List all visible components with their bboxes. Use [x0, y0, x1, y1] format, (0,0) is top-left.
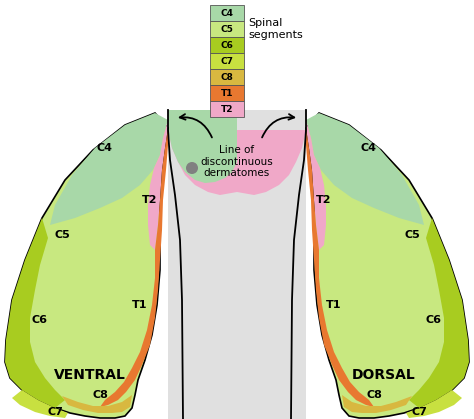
- Text: C5: C5: [404, 230, 420, 240]
- Polygon shape: [342, 395, 412, 413]
- Text: C7: C7: [411, 407, 427, 417]
- Bar: [168, 110, 306, 419]
- Polygon shape: [148, 120, 168, 250]
- Circle shape: [186, 162, 198, 174]
- Polygon shape: [409, 218, 469, 408]
- Bar: [210, 37, 244, 53]
- Polygon shape: [306, 120, 326, 250]
- Polygon shape: [12, 390, 68, 418]
- Text: C8: C8: [366, 390, 382, 400]
- Text: C4: C4: [97, 143, 113, 153]
- Text: C8: C8: [220, 72, 233, 82]
- Polygon shape: [168, 130, 306, 195]
- Polygon shape: [306, 113, 469, 418]
- Text: C7: C7: [47, 407, 63, 417]
- Text: Spinal
segments: Spinal segments: [248, 18, 303, 40]
- Bar: [210, 85, 244, 101]
- Text: C6: C6: [426, 315, 442, 325]
- Polygon shape: [5, 113, 168, 418]
- Polygon shape: [62, 395, 132, 413]
- Bar: [210, 69, 244, 85]
- Text: C6: C6: [220, 41, 233, 49]
- Text: VENTRAL: VENTRAL: [54, 368, 126, 382]
- Text: Line of
discontinuous
dermatomes: Line of discontinuous dermatomes: [201, 145, 273, 178]
- Text: T1: T1: [326, 300, 342, 310]
- Text: T2: T2: [221, 104, 233, 114]
- Bar: [210, 101, 244, 117]
- Polygon shape: [306, 128, 374, 407]
- Text: C4: C4: [361, 143, 377, 153]
- Bar: [210, 21, 244, 37]
- Bar: [210, 53, 244, 69]
- Text: C8: C8: [92, 390, 108, 400]
- Polygon shape: [406, 390, 462, 418]
- Text: DORSAL: DORSAL: [352, 368, 416, 382]
- Text: T2: T2: [142, 195, 158, 205]
- Text: C5: C5: [220, 24, 233, 34]
- Text: T1: T1: [221, 88, 233, 98]
- Text: T1: T1: [132, 300, 148, 310]
- Text: T2: T2: [316, 195, 332, 205]
- Text: C5: C5: [54, 230, 70, 240]
- Polygon shape: [100, 128, 168, 407]
- Polygon shape: [5, 218, 65, 408]
- Text: C4: C4: [220, 8, 234, 18]
- Text: C7: C7: [220, 57, 234, 65]
- Polygon shape: [306, 113, 424, 225]
- Bar: [210, 5, 244, 21]
- Text: C6: C6: [32, 315, 48, 325]
- Polygon shape: [50, 113, 168, 225]
- Polygon shape: [168, 110, 237, 183]
